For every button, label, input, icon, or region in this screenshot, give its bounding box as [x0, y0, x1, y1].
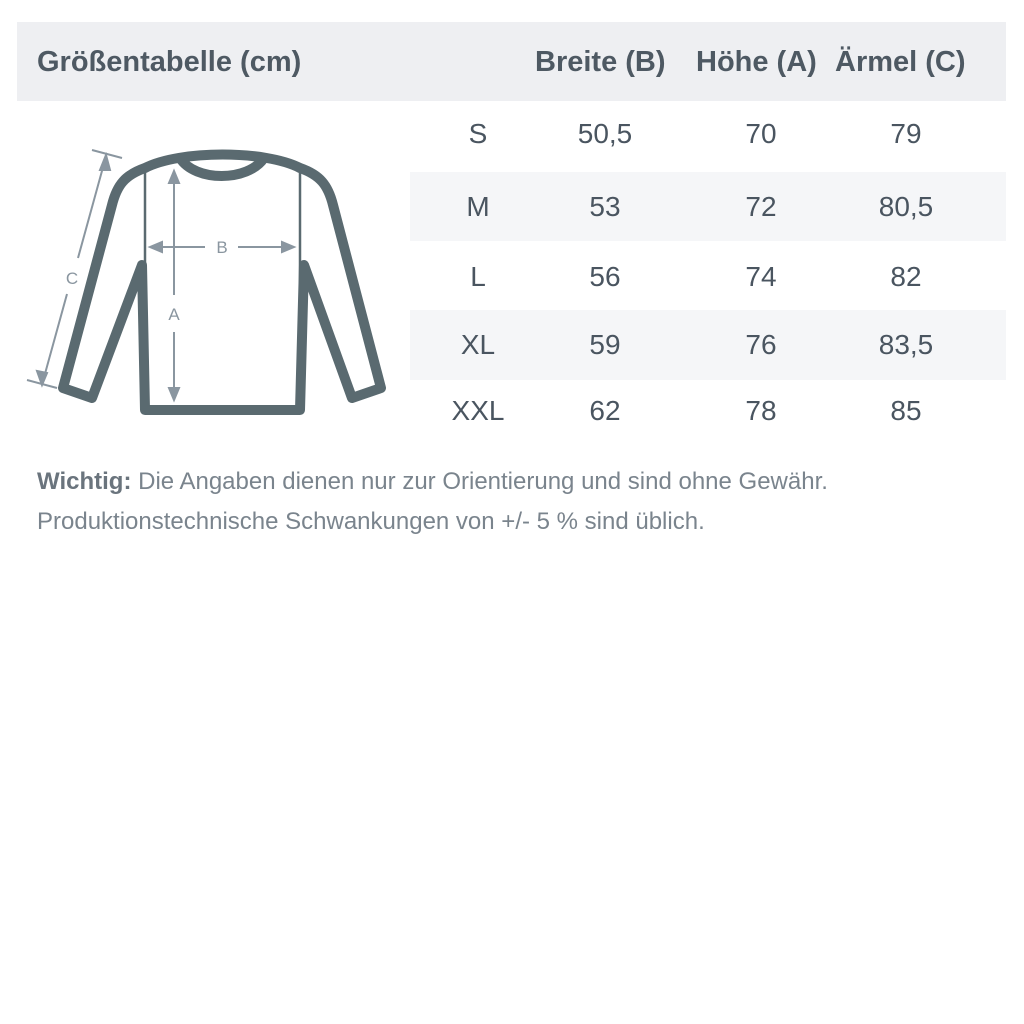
table-title: Größentabelle (cm)	[37, 46, 302, 78]
cell-breite: 59	[589, 329, 621, 360]
cell-hoehe: 78	[745, 395, 777, 426]
cell-aermel: 79	[890, 118, 922, 149]
note-line2: Produktionstechnische Schwankungen von +…	[37, 508, 705, 535]
cell-aermel: 85	[890, 395, 922, 426]
row-stripe	[410, 172, 1006, 241]
cell-size: L	[470, 261, 486, 292]
cell-breite: 56	[589, 261, 621, 292]
cell-breite: 50,5	[577, 118, 633, 149]
cell-breite: 53	[589, 191, 621, 222]
table-header: Größentabelle (cm) Breite (B) Höhe (A) Ä…	[17, 22, 1006, 101]
note: Wichtig: Die Angaben dienen nur zur Orie…	[37, 462, 828, 542]
cell-size: XL	[460, 329, 496, 360]
row-stripe	[410, 310, 1006, 380]
label-a: A	[168, 305, 180, 324]
cell-size: M	[466, 191, 490, 222]
label-b: B	[216, 238, 227, 257]
cell-breite: 62	[589, 395, 621, 426]
cell-size: XXL	[451, 395, 505, 426]
c-arrow-lower	[42, 293, 68, 382]
cell-hoehe: 74	[745, 261, 777, 292]
sweater-measurement-icon: C B A	[26, 149, 386, 415]
column-header-hoehe: Höhe (A)	[696, 46, 817, 78]
cell-aermel: 83,5	[878, 329, 934, 360]
cell-hoehe: 76	[745, 329, 777, 360]
note-bold: Wichtig:	[37, 468, 132, 495]
sweater-collar	[175, 153, 269, 181]
column-header-aermel: Ärmel (C)	[835, 46, 966, 78]
cell-aermel: 82	[890, 261, 922, 292]
cell-aermel: 80,5	[878, 191, 934, 222]
cell-size: S	[468, 118, 488, 149]
c-tick-top	[91, 149, 123, 159]
cell-hoehe: 72	[745, 191, 777, 222]
column-header-breite: Breite (B)	[535, 46, 666, 78]
cell-hoehe: 70	[745, 118, 777, 149]
c-arrow-upper	[77, 159, 106, 259]
note-line1: Die Angaben dienen nur zur Orientierung …	[131, 468, 828, 495]
sweater-outline	[58, 149, 386, 415]
label-c: C	[66, 269, 78, 288]
